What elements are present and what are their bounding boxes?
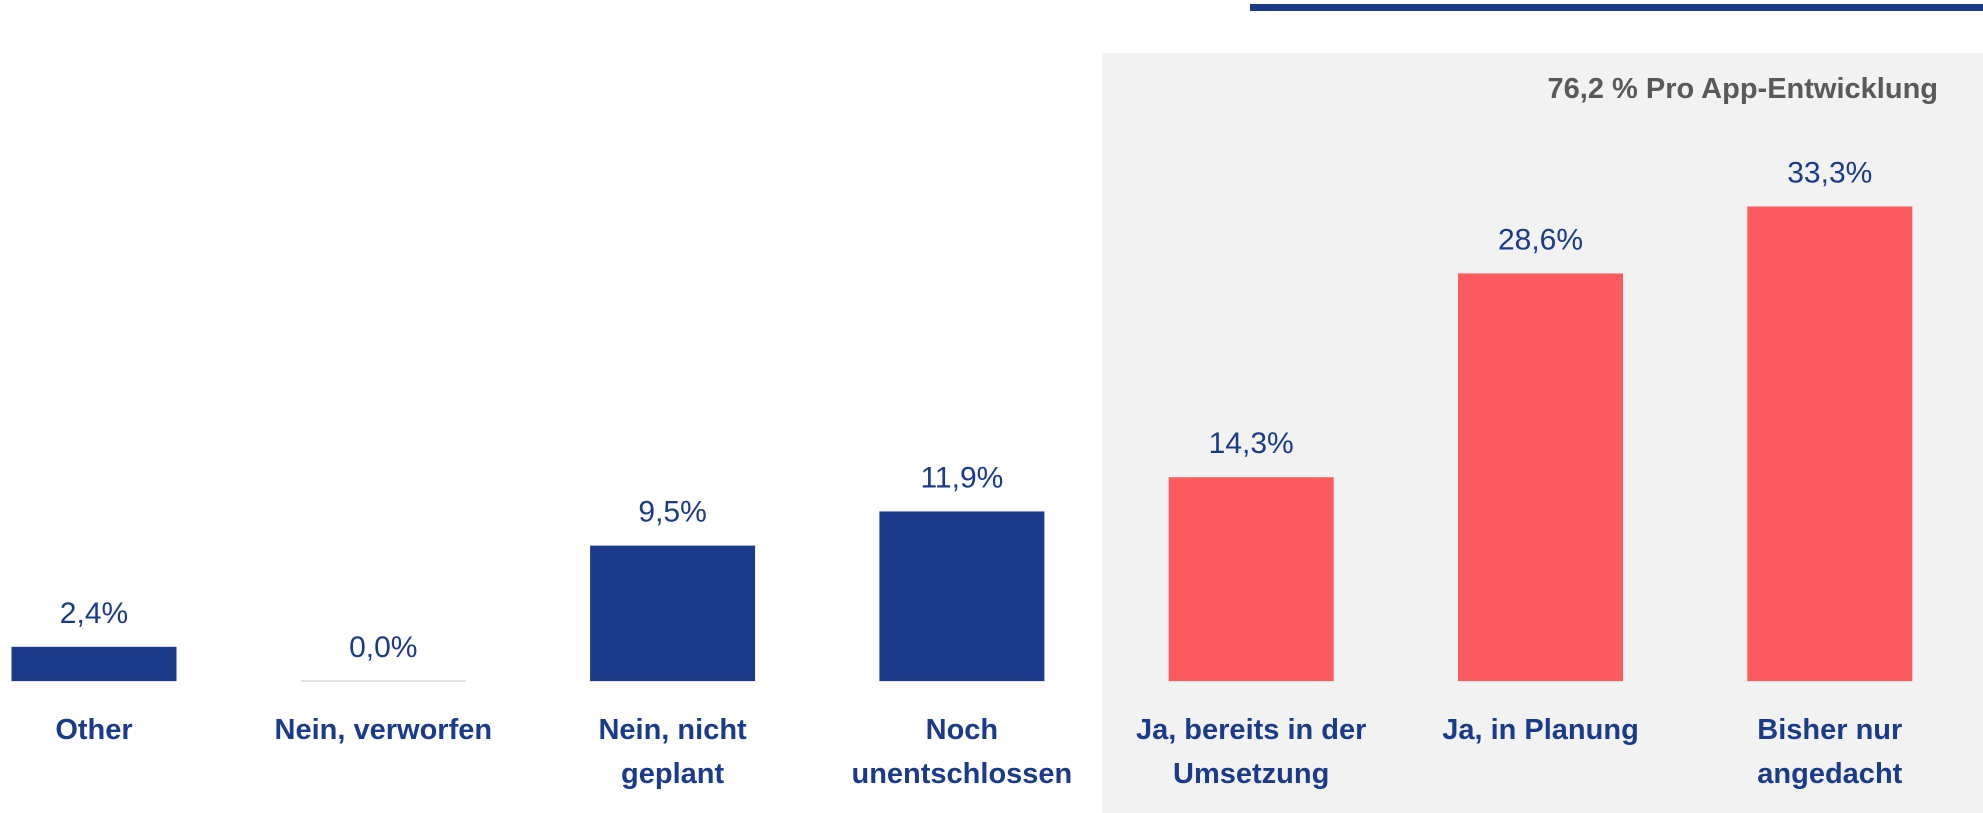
value-label: 14,3%: [1209, 427, 1294, 460]
category-label: Ja, bereits in der Umsetzung: [1135, 714, 1367, 790]
category-label: Nein, verworfen: [274, 714, 493, 746]
category-label: Noch unentschlossen: [851, 714, 1073, 790]
bar: [11, 646, 177, 681]
value-label: 9,5%: [638, 496, 706, 529]
value-label: 2,4%: [60, 597, 128, 630]
value-label: 0,0%: [349, 631, 417, 664]
category-label: Other: [55, 714, 133, 746]
annotation: 76,2 % Pro App-Entwicklung: [1548, 73, 1938, 105]
category-label: Ja, in Planung: [1442, 714, 1639, 746]
category-label: Bisher nur angedacht: [1757, 714, 1903, 790]
value-label: 33,3%: [1787, 156, 1872, 189]
bar: [590, 545, 756, 681]
value-label: 11,9%: [920, 461, 1003, 494]
top-rule: [1250, 4, 1983, 11]
value-label: 28,6%: [1498, 223, 1583, 256]
bar: [1458, 273, 1623, 681]
bar: [1747, 206, 1913, 681]
bar: [1168, 477, 1334, 681]
category-label: Nein, nicht geplant: [598, 714, 747, 790]
bar: [879, 511, 1045, 681]
